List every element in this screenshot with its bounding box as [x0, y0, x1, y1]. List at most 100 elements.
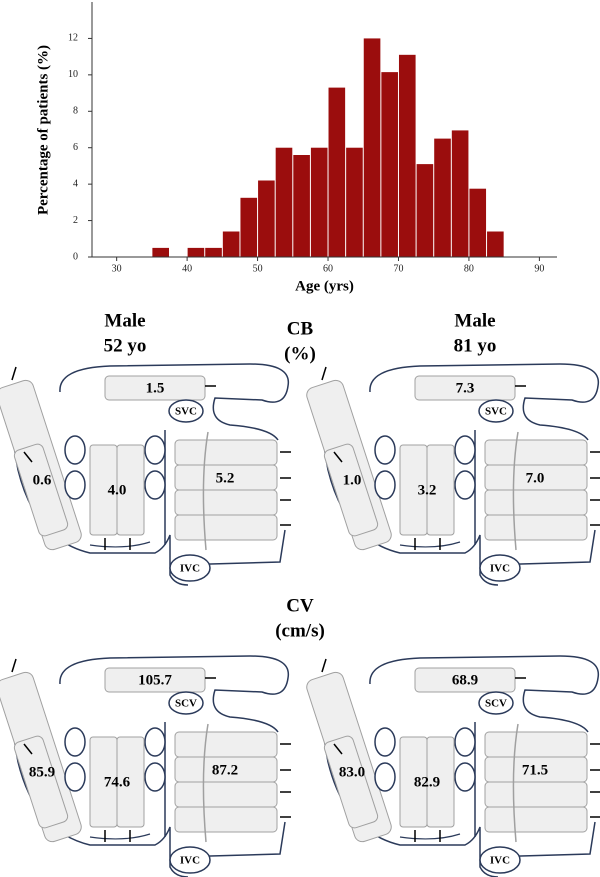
bar — [398, 54, 416, 258]
region — [426, 736, 455, 828]
septum — [202, 723, 209, 843]
outline — [89, 541, 151, 548]
vein — [454, 435, 476, 465]
region — [484, 514, 588, 541]
region — [13, 735, 69, 829]
y-tick-label: 10 — [68, 69, 78, 80]
region — [174, 731, 278, 758]
x-tick-label: 90 — [534, 263, 544, 274]
region — [426, 444, 455, 536]
vessel — [479, 846, 521, 874]
region — [13, 443, 69, 537]
value: 1.5 — [146, 380, 165, 396]
bar — [451, 130, 469, 257]
value: 4.0 — [108, 482, 127, 498]
region — [116, 736, 145, 828]
outline — [399, 541, 461, 548]
tick — [321, 366, 327, 381]
value: 71.5 — [522, 762, 548, 778]
value: 3.2 — [418, 482, 437, 498]
panel-label: 52 yo — [104, 335, 147, 356]
outline — [59, 363, 290, 441]
bar — [222, 231, 240, 257]
value: 83.0 — [339, 764, 365, 780]
x-axis-label: Age (yrs) — [295, 278, 354, 294]
value: 0.6 — [33, 472, 52, 488]
bar — [416, 164, 434, 257]
vein — [144, 435, 166, 465]
value: 68.9 — [452, 672, 478, 688]
vein — [144, 470, 166, 500]
bar — [310, 147, 328, 257]
bar — [258, 180, 275, 257]
bar — [434, 138, 451, 257]
outline — [399, 833, 461, 840]
atrial-map: 1.5 SVC 0.6 4.0 5.2 IVC — [0, 363, 291, 586]
region — [484, 781, 588, 808]
region — [174, 806, 278, 833]
region — [414, 667, 516, 693]
atrial-map: 7.3 SVC 1.0 3.2 7.0 IVC — [306, 363, 600, 586]
x-tick-label: 60 — [323, 263, 333, 274]
value: 5.2 — [216, 470, 235, 486]
vessel-label: SCV — [485, 698, 507, 710]
vein — [64, 727, 86, 757]
y-tick-label: 0 — [73, 251, 78, 262]
vessel — [168, 691, 204, 715]
x-tick-label: 40 — [182, 263, 192, 274]
y-axis-label: Percentage of patients (%) — [35, 45, 51, 215]
bar — [205, 247, 222, 257]
septum — [512, 723, 519, 843]
region — [174, 489, 278, 516]
bar — [381, 72, 398, 257]
region — [323, 443, 379, 537]
bar — [240, 197, 258, 257]
y-tick-label: 6 — [73, 142, 78, 153]
region — [174, 439, 278, 466]
region — [484, 806, 588, 833]
vein — [64, 470, 86, 500]
vessel-label: SCV — [175, 698, 197, 710]
region — [174, 781, 278, 808]
septum — [512, 431, 519, 551]
tick — [333, 451, 343, 463]
vessel — [478, 691, 514, 715]
outline — [89, 833, 151, 840]
y-tick-label: 2 — [73, 215, 78, 226]
panel-label: Male — [104, 310, 145, 331]
panel-label: CV — [286, 595, 314, 616]
vein — [454, 762, 476, 792]
panel-label: Male — [454, 310, 495, 331]
vein — [64, 435, 86, 465]
vessel — [168, 399, 204, 423]
septum — [202, 431, 209, 551]
region — [116, 444, 145, 536]
y-tick-label: 4 — [73, 178, 78, 189]
bar — [187, 247, 205, 257]
atrial-map: 68.9 SCV 83.0 82.9 71.5 IVC — [306, 655, 600, 877]
vein — [144, 762, 166, 792]
y-tick-label: 8 — [73, 106, 78, 117]
bar — [469, 188, 487, 257]
tick — [321, 658, 327, 673]
vessel-label: IVC — [180, 855, 200, 867]
vein — [374, 435, 396, 465]
x-tick-label: 30 — [112, 263, 122, 274]
vessel — [169, 846, 211, 874]
region — [484, 731, 588, 758]
panel-label: (cm/s) — [275, 620, 325, 641]
panel-label: 81 yo — [454, 335, 497, 356]
tick — [11, 658, 17, 673]
panel-label: (%) — [284, 343, 316, 364]
bar — [363, 38, 381, 257]
value: 7.0 — [526, 470, 545, 486]
vein — [374, 470, 396, 500]
vessel-label: IVC — [490, 563, 510, 575]
value: 85.9 — [29, 764, 55, 780]
vein — [374, 727, 396, 757]
value: 82.9 — [414, 774, 440, 790]
bar — [346, 147, 363, 257]
vessel-label: IVC — [180, 563, 200, 575]
